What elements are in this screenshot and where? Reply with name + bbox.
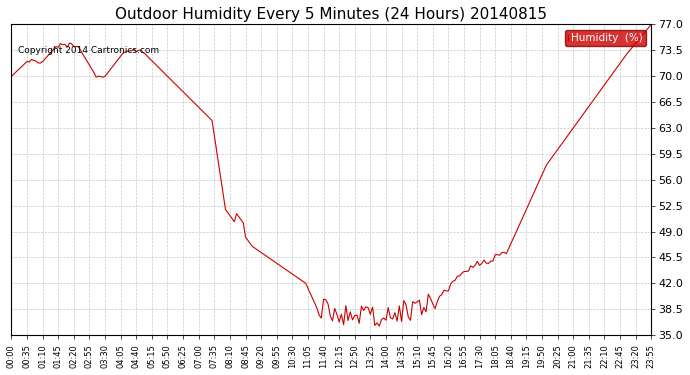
Text: Copyright 2014 Cartronics.com: Copyright 2014 Cartronics.com bbox=[18, 46, 159, 55]
Legend: Humidity  (%): Humidity (%) bbox=[565, 30, 646, 46]
Title: Outdoor Humidity Every 5 Minutes (24 Hours) 20140815: Outdoor Humidity Every 5 Minutes (24 Hou… bbox=[115, 7, 547, 22]
